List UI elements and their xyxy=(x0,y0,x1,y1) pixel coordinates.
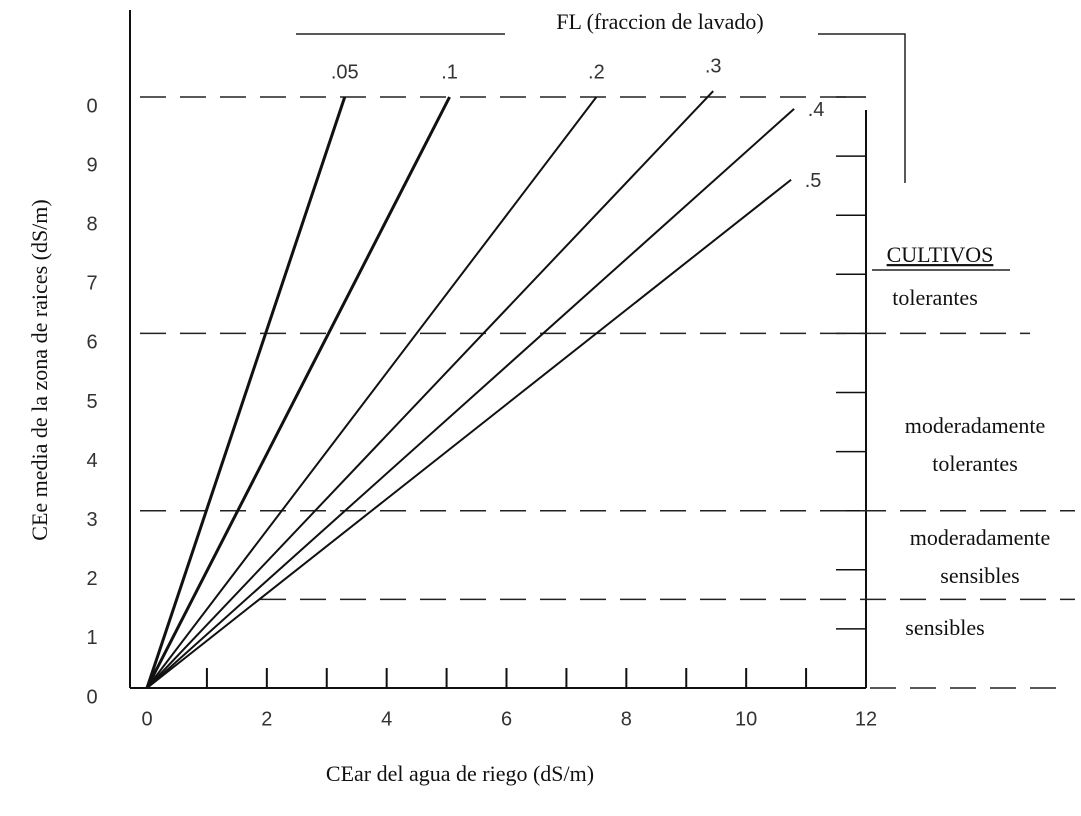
y-tick-label: 9 xyxy=(86,154,97,176)
y-tick-label: 0 xyxy=(86,686,97,708)
zone-label: tolerantes xyxy=(932,451,1018,476)
fl-line xyxy=(146,96,598,689)
x-tick-label: 6 xyxy=(501,708,512,730)
series-label: .05 xyxy=(331,61,359,83)
x-tick-label: 0 xyxy=(141,708,152,730)
series-label: .1 xyxy=(441,61,458,83)
y-tick-label: 1 xyxy=(86,627,97,649)
y-tick-label: 7 xyxy=(86,273,97,295)
y-tick-label: 0 xyxy=(86,95,97,117)
y-tick-label: 4 xyxy=(86,450,97,472)
y-tick-label: 2 xyxy=(86,568,97,590)
series-label: .2 xyxy=(588,61,605,83)
series-label: .3 xyxy=(705,55,722,77)
x-axis-label: CEar del agua de riego (dS/m) xyxy=(326,761,594,786)
zone-label: sensibles xyxy=(940,563,1019,588)
y-tick-label: 3 xyxy=(86,509,97,531)
y-tick-label: 6 xyxy=(86,332,97,354)
x-tick-label: 8 xyxy=(621,708,632,730)
zone-label: moderadamente xyxy=(905,413,1046,438)
x-tick-label: 12 xyxy=(855,708,877,730)
fl-line xyxy=(145,96,451,689)
legend-bracket xyxy=(296,33,906,183)
series-label: .4 xyxy=(808,99,825,121)
zone-label: sensibles xyxy=(905,615,984,640)
axes xyxy=(129,10,867,689)
y-tick-label: 8 xyxy=(86,213,97,235)
x-tick-label: 2 xyxy=(261,708,272,730)
zone-label: moderadamente xyxy=(910,525,1051,550)
y-tick-label: 5 xyxy=(86,391,97,413)
fl-line xyxy=(145,96,347,689)
zone-label: tolerantes xyxy=(892,285,978,310)
x-tick-label: 10 xyxy=(735,708,757,730)
fl-line xyxy=(146,90,714,689)
zones-title: CULTIVOS xyxy=(887,242,994,267)
legend-title: FL (fraccion de lavado) xyxy=(556,9,763,34)
fl-line xyxy=(146,108,795,689)
series-label: .5 xyxy=(805,170,822,192)
x-tick-label: 4 xyxy=(381,708,392,730)
y-axis-label: CEe media de la zona de raices (dS/m) xyxy=(27,199,52,540)
fl-line xyxy=(146,178,792,689)
